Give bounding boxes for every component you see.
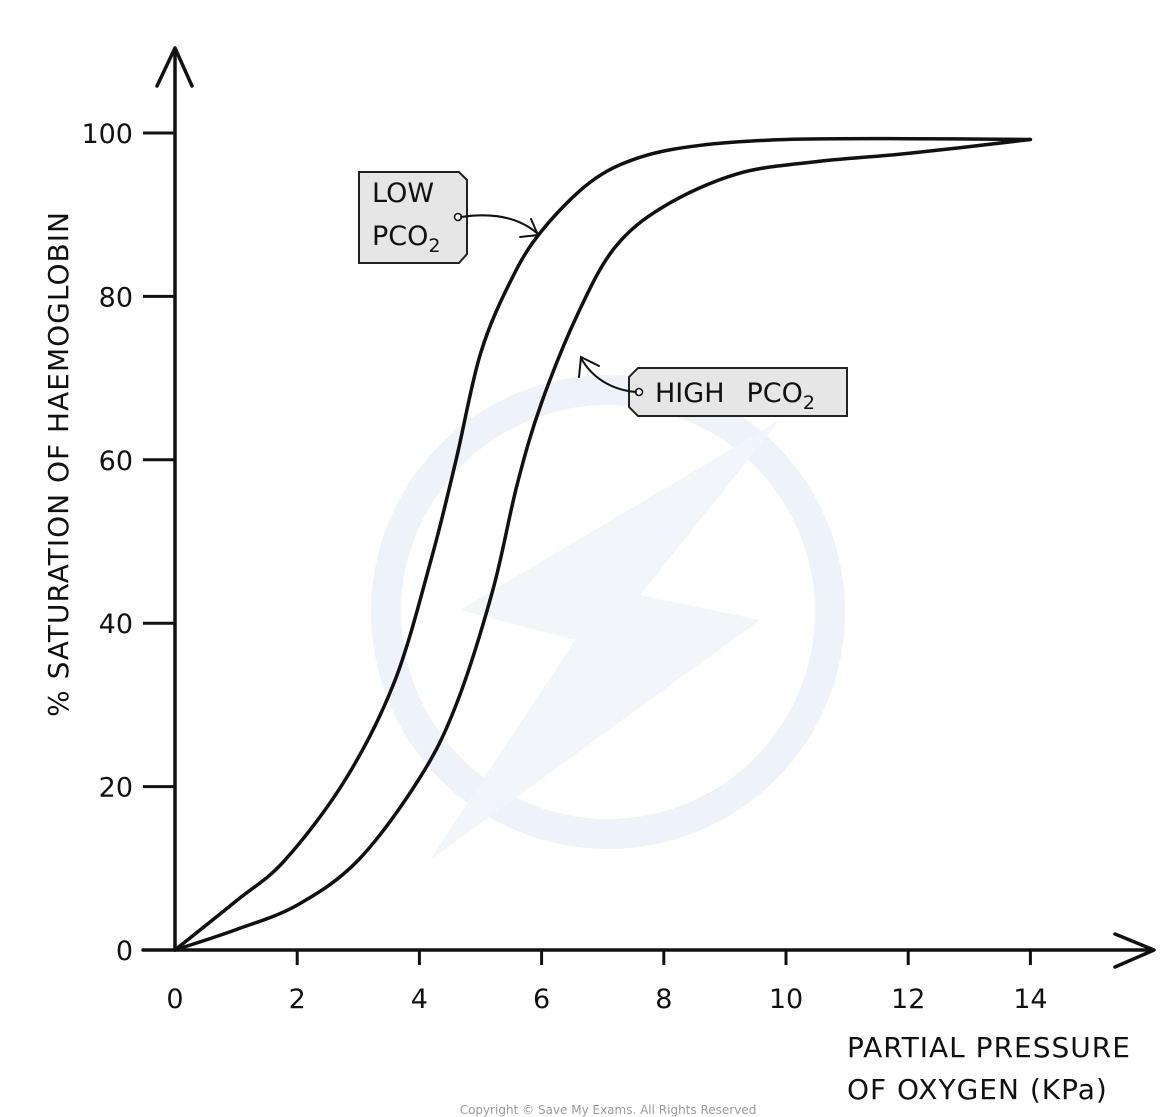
high-pointer-arrow (580, 357, 637, 393)
axes (141, 46, 1156, 969)
y-tick-label: 100 (81, 119, 133, 150)
y-tick-label: 60 (99, 446, 133, 477)
x-axis-title-line-1: PARTIAL PRESSURE (847, 1031, 1131, 1064)
x-tick-label: 8 (655, 984, 672, 1015)
low-formula-text: PCO2 (372, 221, 440, 257)
y-tick-label: 80 (99, 282, 133, 313)
x-axis-arrow (1113, 932, 1156, 969)
high-pointer-head (578, 355, 600, 378)
y-axis-arrow (155, 46, 194, 88)
y-axis-title: % SATURATION OF HAEMOGLOBIN (42, 211, 75, 717)
high-pco2-label-tag: HIGH PCO2 (578, 355, 848, 417)
x-axis-title-line-2: OF OXYGEN (KPa) (847, 1073, 1108, 1106)
y-tick-label: 40 (99, 609, 133, 640)
low-pointer-head (519, 218, 540, 238)
low-label-text: LOW (372, 178, 434, 209)
x-tick-label: 10 (769, 984, 803, 1015)
y-tick-label: 20 (99, 773, 133, 804)
x-tick-label: 6 (533, 984, 550, 1015)
x-tick-label: 4 (411, 984, 428, 1015)
series-curves (173, 136, 1033, 952)
x-tick-label: 14 (1013, 984, 1047, 1015)
x-tick-label: 0 (166, 984, 183, 1015)
copyright-text: Copyright © Save My Exams. All Rights Re… (460, 1103, 757, 1117)
low-pointer-arrow (460, 214, 539, 235)
series-line-low-pco2 (173, 136, 1033, 952)
low-pco2-label-tag: LOW PCO2 (358, 171, 540, 264)
y-tick-label: 0 (116, 936, 133, 967)
high-formula-text: HIGH PCO2 (655, 378, 815, 414)
x-tick-label: 2 (289, 984, 306, 1015)
y-ticks: 0 20 40 60 80 100 (81, 119, 175, 967)
watermark-logo (371, 375, 845, 860)
x-ticks: 0 2 4 6 8 10 12 14 (166, 950, 1048, 1015)
x-tick-label: 12 (891, 984, 925, 1015)
series-line-high-pco2 (173, 137, 1033, 952)
